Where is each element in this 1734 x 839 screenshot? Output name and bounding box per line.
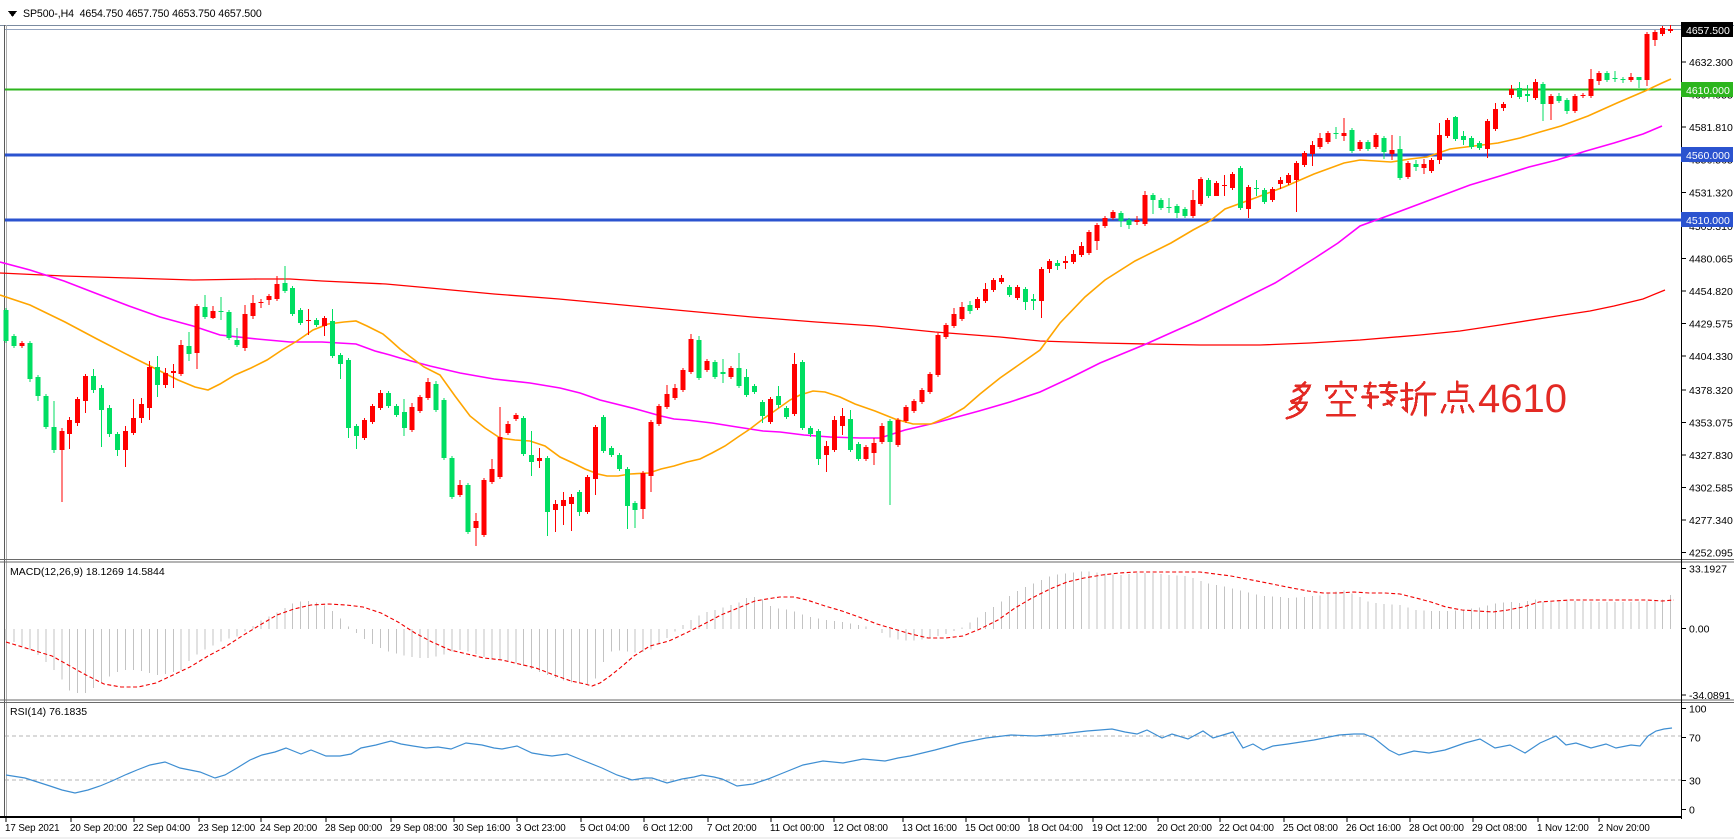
svg-text:4302.585: 4302.585: [1689, 483, 1733, 495]
svg-text:4610.000: 4610.000: [1686, 85, 1730, 97]
svg-text:20 Sep 20:00: 20 Sep 20:00: [70, 823, 128, 834]
svg-text:30: 30: [1689, 776, 1701, 788]
svg-text:19 Oct 12:00: 19 Oct 12:00: [1092, 823, 1148, 834]
svg-text:6 Oct 12:00: 6 Oct 12:00: [643, 823, 693, 834]
svg-text:4531.320: 4531.320: [1689, 187, 1733, 199]
svg-text:100: 100: [1689, 704, 1707, 716]
svg-text:4454.820: 4454.820: [1689, 286, 1733, 298]
svg-text:1 Nov 12:00: 1 Nov 12:00: [1537, 823, 1589, 834]
svg-text:4277.340: 4277.340: [1689, 515, 1733, 527]
svg-text:13 Oct 16:00: 13 Oct 16:00: [902, 823, 958, 834]
svg-text:4632.300: 4632.300: [1689, 57, 1733, 69]
svg-text:22 Oct 04:00: 22 Oct 04:00: [1219, 823, 1275, 834]
svg-text:4480.065: 4480.065: [1689, 253, 1733, 265]
svg-text:4353.075: 4353.075: [1689, 417, 1733, 429]
svg-text:4404.330: 4404.330: [1689, 351, 1733, 363]
svg-text:29 Oct 08:00: 29 Oct 08:00: [1472, 823, 1528, 834]
svg-text:33.1927: 33.1927: [1689, 564, 1727, 576]
svg-text:11 Oct 00:00: 11 Oct 00:00: [770, 823, 825, 834]
svg-text:4581.810: 4581.810: [1689, 122, 1733, 134]
svg-text:29 Sep 08:00: 29 Sep 08:00: [390, 823, 448, 834]
svg-text:5 Oct 04:00: 5 Oct 04:00: [580, 823, 630, 834]
svg-text:RSI(14) 76.1835: RSI(14) 76.1835: [10, 706, 87, 718]
svg-text:7 Oct 20:00: 7 Oct 20:00: [707, 823, 757, 834]
svg-text:4560.000: 4560.000: [1686, 150, 1730, 162]
svg-text:3 Oct 23:00: 3 Oct 23:00: [516, 823, 566, 834]
svg-text:0: 0: [1689, 805, 1695, 817]
svg-text:4378.320: 4378.320: [1689, 385, 1733, 397]
svg-text:20 Oct 20:00: 20 Oct 20:00: [1157, 823, 1213, 834]
svg-text:30 Sep 16:00: 30 Sep 16:00: [453, 823, 511, 834]
svg-text:4657.500: 4657.500: [1686, 25, 1730, 37]
svg-text:4510.000: 4510.000: [1686, 215, 1730, 227]
svg-text:22 Sep 04:00: 22 Sep 04:00: [133, 823, 191, 834]
svg-text:12 Oct 08:00: 12 Oct 08:00: [833, 823, 889, 834]
svg-text:4327.830: 4327.830: [1689, 450, 1733, 462]
svg-text:23 Sep 12:00: 23 Sep 12:00: [198, 823, 256, 834]
svg-text:18 Oct 04:00: 18 Oct 04:00: [1028, 823, 1084, 834]
svg-text:28 Oct 00:00: 28 Oct 00:00: [1409, 823, 1465, 834]
svg-text:4429.575: 4429.575: [1689, 319, 1733, 331]
svg-text:4610: 4610: [1478, 377, 1567, 421]
svg-text:17 Sep 2021: 17 Sep 2021: [5, 823, 59, 834]
svg-text:0.00: 0.00: [1689, 624, 1710, 636]
svg-text:28 Sep 00:00: 28 Sep 00:00: [325, 823, 383, 834]
svg-text:2 Nov 20:00: 2 Nov 20:00: [1598, 823, 1650, 834]
svg-text:25 Oct 08:00: 25 Oct 08:00: [1283, 823, 1339, 834]
svg-text:4252.095: 4252.095: [1689, 548, 1733, 560]
svg-text:26 Oct 16:00: 26 Oct 16:00: [1346, 823, 1402, 834]
svg-text:-34.0891: -34.0891: [1689, 690, 1731, 702]
svg-text:MACD(12,26,9) 18.1269 14.5844: MACD(12,26,9) 18.1269 14.5844: [10, 566, 165, 578]
svg-text:70: 70: [1689, 733, 1701, 745]
svg-text:24 Sep 20:00: 24 Sep 20:00: [260, 823, 318, 834]
svg-text:SP500-,H4 4654.750 4657.750 4: SP500-,H4 4654.750 4657.750 4653.750 465…: [23, 8, 262, 20]
svg-text:15 Oct 00:00: 15 Oct 00:00: [965, 823, 1021, 834]
